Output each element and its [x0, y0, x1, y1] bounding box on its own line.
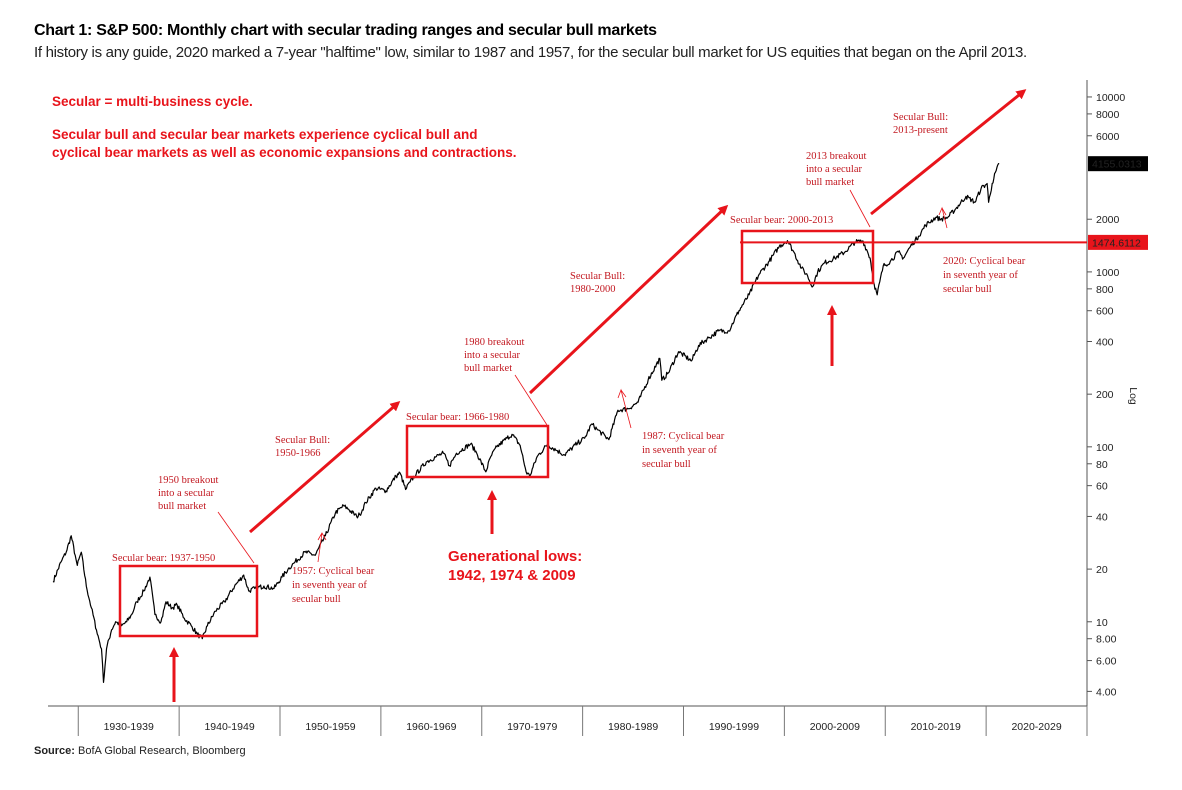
y-tick-label: 400: [1096, 337, 1114, 349]
y-tick-label: 4.00: [1096, 686, 1117, 698]
secular-bear-box-2000-2013: [740, 229, 875, 285]
y-tick-label: 2000: [1096, 214, 1120, 226]
chart-subtitle: If history is any guide, 2020 marked a 7…: [34, 44, 1027, 61]
label-secular-bear-1937: Secular bear: 1937-1950: [112, 553, 215, 564]
last-price-tag: 4155.0313: [1088, 156, 1148, 172]
label-1987-cyclical-2: in seventh year of: [642, 445, 717, 456]
y-tick-label: 6000: [1096, 131, 1120, 143]
y-tick-label: 20: [1096, 564, 1108, 576]
label-1957-cyclical-2: in seventh year of: [292, 580, 367, 591]
y-tick-label: 100: [1096, 442, 1114, 454]
reference-level-label: 1474.6112: [1092, 237, 1141, 249]
label-1987-cyclical-3: secular bull: [642, 459, 691, 470]
label-1950-breakout-3: bull market: [158, 501, 206, 512]
label-secular-bull-1950-title: Secular Bull:: [275, 435, 330, 446]
label-secular-bull-1980-years: 1980-2000: [570, 284, 616, 295]
source-line: Source: BofA Global Research, Bloomberg: [34, 745, 246, 757]
y-tick-label: 80: [1096, 459, 1108, 471]
pointer-1957-cyclical: [317, 532, 327, 563]
label-2020-cyclical-2: in seventh year of: [943, 270, 1018, 281]
note-secular-desc-line1: Secular bull and secular bear markets ex…: [52, 127, 477, 142]
pointer-2013-breakout: [849, 189, 871, 228]
y-tick-label: 600: [1096, 306, 1114, 318]
reference-level-tag: 1474.6112: [1088, 234, 1148, 250]
source-text: BofA Global Research, Bloomberg: [78, 745, 246, 757]
pointer-1987-cyclical: [617, 388, 632, 429]
label-secular-bull-1980-title: Secular Bull:: [570, 271, 625, 282]
label-1950-breakout-1: 1950 breakout: [158, 475, 218, 486]
x-tick-label: 1940-1949: [204, 721, 254, 733]
x-tick-label: 1990-1999: [709, 721, 759, 733]
label-secular-bull-1950-years: 1950-1966: [275, 448, 321, 459]
label-2020-cyclical-1: 2020: Cyclical bear: [943, 256, 1026, 267]
label-secular-bull-2013-title: Secular Bull:: [893, 112, 948, 123]
label-1980-breakout-2: into a secular: [464, 350, 520, 361]
secular-bear-box-1937-1950: [118, 564, 259, 638]
x-tick-label: 2010-2019: [911, 721, 961, 733]
pointer-1980-breakout: [514, 374, 548, 426]
y-tick-label: 200: [1096, 389, 1114, 401]
note-secular-desc-line2: cyclical bear markets as well as economi…: [52, 145, 516, 160]
x-tick-label: 1960-1969: [406, 721, 456, 733]
x-axis-ticks: 1930-1939 1940-1949 1950-1959 1960-1969 1970…: [77, 706, 1088, 736]
pointer-2020-cyclical: [938, 206, 948, 229]
label-1950-breakout-2: into a secular: [158, 488, 214, 499]
last-price-label: 4155.0313: [1092, 159, 1142, 171]
y-axis-ticks: 10000 8000 6000 2000 1000 800 600 400 200 100 80 60…: [1087, 92, 1125, 698]
secular-bull-arrow-2013: [870, 89, 1027, 216]
y-tick-label: 40: [1096, 511, 1108, 523]
y-tick-label: 60: [1096, 481, 1108, 493]
label-1980-breakout-1: 1980 breakout: [464, 337, 524, 348]
secular-bull-arrow-1950: [249, 401, 401, 534]
x-tick-label: 2000-2009: [810, 721, 860, 733]
x-tick-label: 1980-1989: [608, 721, 658, 733]
label-secular-bull-2013-years: 2013-present: [893, 125, 948, 136]
y-tick-label: 10000: [1096, 92, 1125, 104]
x-tick-label: 1950-1959: [305, 721, 355, 733]
label-2013-breakout-3: bull market: [806, 177, 854, 188]
pointer-1950-breakout: [217, 511, 255, 564]
y-tick-label: 8.00: [1096, 634, 1117, 646]
label-2013-breakout-1: 2013 breakout: [806, 151, 866, 162]
x-tick-label: 1930-1939: [104, 721, 154, 733]
y-axis-label: Log: [1127, 387, 1139, 405]
y-tick-label: 8000: [1096, 109, 1120, 121]
note-secular-definition: Secular = multi-business cycle.: [52, 94, 253, 109]
x-tick-label: 1970-1979: [507, 721, 557, 733]
label-1957-cyclical-3: secular bull: [292, 594, 341, 605]
y-tick-label: 6.00: [1096, 656, 1117, 668]
secular-bull-arrow-1980: [528, 204, 729, 395]
note-generational-lows-line2: 1942, 1974 & 2009: [448, 567, 576, 584]
note-generational-lows-line1: Generational lows:: [448, 548, 582, 565]
label-1980-breakout-3: bull market: [464, 363, 512, 374]
chart-title: Chart 1: S&P 500: Monthly chart with sec…: [34, 22, 657, 39]
price-series-line: [52, 163, 1000, 683]
label-2020-cyclical-3: secular bull: [943, 284, 992, 295]
x-tick-label: 2020-2029: [1011, 721, 1061, 733]
label-1957-cyclical-1: 1957: Cyclical bear: [292, 566, 375, 577]
y-tick-label: 1000: [1096, 267, 1120, 279]
label-2013-breakout-2: into a secular: [806, 164, 862, 175]
label-secular-bear-2000: Secular bear: 2000-2013: [730, 215, 833, 226]
y-tick-label: 800: [1096, 284, 1114, 296]
label-secular-bear-1966: Secular bear: 1966-1980: [406, 412, 509, 423]
y-tick-label: 10: [1096, 617, 1108, 629]
source-label: Source:: [34, 745, 75, 757]
label-1987-cyclical-1: 1987: Cyclical bear: [642, 431, 725, 442]
secular-bear-box-1966-1980: [405, 424, 550, 479]
